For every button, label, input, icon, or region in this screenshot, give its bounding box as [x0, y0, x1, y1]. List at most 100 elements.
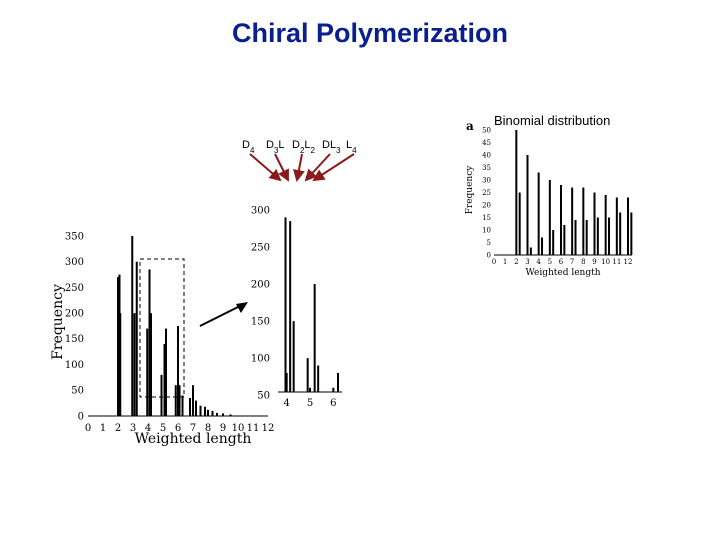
binom-bar	[582, 187, 585, 255]
main-bar	[199, 405, 202, 416]
main-y-tick-label: 150	[65, 334, 84, 345]
binom-bar	[619, 212, 622, 255]
binom-y-label: Frequency	[465, 165, 475, 215]
main-bar	[216, 412, 218, 416]
main-bar	[204, 406, 206, 416]
main-bar	[174, 385, 177, 416]
binom-bar	[585, 220, 588, 255]
binom-bar	[537, 172, 540, 255]
main-bar	[131, 236, 134, 416]
binom-bar	[560, 185, 562, 255]
binom-bar	[552, 230, 555, 255]
main-bar	[178, 385, 181, 416]
inset-y-tick-label: 150	[251, 316, 270, 327]
arrow-dl3	[304, 153, 331, 182]
binom-y-tick-label: 40	[482, 151, 491, 159]
species-label-d2l2: D2L2	[292, 139, 316, 155]
binom-y-tick-label: 25	[482, 189, 491, 197]
arrow-d2l2	[292, 153, 305, 182]
binom-bar	[515, 130, 518, 255]
binom-bar	[608, 217, 611, 255]
main-y-tick-label: 200	[65, 308, 84, 319]
main-x-tick-label: 12	[262, 423, 275, 434]
main-bar	[150, 313, 152, 416]
inset-bar	[284, 217, 287, 392]
main-bar	[163, 344, 166, 416]
main-bar	[146, 328, 149, 416]
species-label-d3l: D3L	[266, 139, 285, 155]
inset-y-tick-label: 50	[257, 391, 270, 402]
main-x-tick-label: 7	[190, 423, 196, 434]
binom-y-tick-label: 30	[482, 176, 491, 184]
binom-bar	[529, 247, 532, 255]
main-x-tick-label: 10	[232, 423, 245, 434]
main-bar	[211, 410, 214, 416]
binom-bar	[596, 217, 599, 255]
inset-y-tick-label: 100	[251, 353, 270, 364]
binom-bar	[615, 197, 618, 255]
binom-y-tick-label: 10	[482, 226, 491, 234]
binom-x-tick-label: 0	[492, 258, 496, 266]
main-x-tick-label: 0	[85, 423, 91, 434]
inset-x-tick-label: 4	[283, 398, 289, 409]
main-x-tick-label: 11	[247, 423, 260, 434]
inset-ticks: 4 5 6 50 100 150 200 250 300	[251, 205, 337, 409]
inset-bar	[337, 372, 339, 392]
binom-y-tick-label: 45	[482, 139, 491, 147]
inset-y-tick-label: 200	[251, 279, 270, 290]
binom-y-tick-label: 35	[482, 164, 491, 172]
main-x-tick-label: 9	[220, 423, 226, 434]
binom-x-tick-label: 1	[503, 258, 507, 266]
main-bar	[195, 400, 197, 416]
species-label-dl3: DL3	[322, 139, 341, 155]
binomial-chart: a Binomial distribution 0 1 2 3 4 5 6 7 8 9 10 11 12…	[465, 113, 632, 278]
main-bar	[181, 395, 184, 416]
binom-y-tick-label: 5	[487, 239, 491, 247]
binom-bar	[563, 225, 566, 255]
binom-x-tick-label: 12	[624, 258, 633, 266]
inset-bar	[285, 372, 288, 392]
binom-y-tick-label: 20	[482, 201, 491, 209]
binom-y-tick-label: 50	[482, 126, 491, 134]
main-x-tick-label: 4	[145, 423, 151, 434]
main-bar	[148, 269, 151, 416]
main-y-tick-label: 50	[71, 386, 84, 397]
main-y-tick-label: 350	[65, 231, 84, 242]
species-labels: D4 D3L D2L2 DL3 L4	[242, 139, 357, 155]
species-label-l4: L4	[346, 139, 357, 155]
binom-x-tick-label: 9	[592, 258, 596, 266]
binom-x-tick-label: 2	[514, 258, 518, 266]
binom-bar	[593, 192, 596, 255]
binom-y-tick-label: 0	[487, 251, 491, 259]
main-bar	[133, 313, 136, 416]
binom-bar	[604, 195, 607, 255]
main-bar	[165, 328, 167, 416]
binom-bar	[526, 155, 529, 255]
binom-x-tick-label: 8	[581, 258, 585, 266]
binom-x-tick-label: 11	[612, 258, 621, 266]
binom-bar	[571, 187, 574, 255]
binomial-title: Binomial distribution	[494, 113, 610, 128]
inset-y-tick-label: 250	[251, 242, 270, 253]
inset-chart: 4 5 6 50 100 150 200 250 300	[251, 205, 342, 409]
main-bar	[192, 385, 194, 416]
panel-label: a	[466, 119, 474, 133]
main-bars	[117, 236, 232, 416]
main-x-tick-label: 3	[130, 423, 136, 434]
main-bar	[229, 414, 232, 416]
main-y-tick-label: 100	[65, 360, 84, 371]
main-bar	[160, 374, 163, 416]
species-label-d4: D4	[242, 139, 255, 155]
main-x-tick-label: 1	[100, 423, 106, 434]
main-y-tick-label: 300	[65, 257, 84, 268]
inset-y-tick-label: 300	[251, 205, 270, 216]
zoom-arrow	[199, 302, 248, 327]
species-arrows	[249, 153, 355, 182]
main-bar	[177, 326, 179, 416]
main-x-tick-label: 8	[205, 423, 211, 434]
binom-x-tick-label: 6	[559, 258, 564, 266]
inset-bar	[317, 365, 320, 392]
